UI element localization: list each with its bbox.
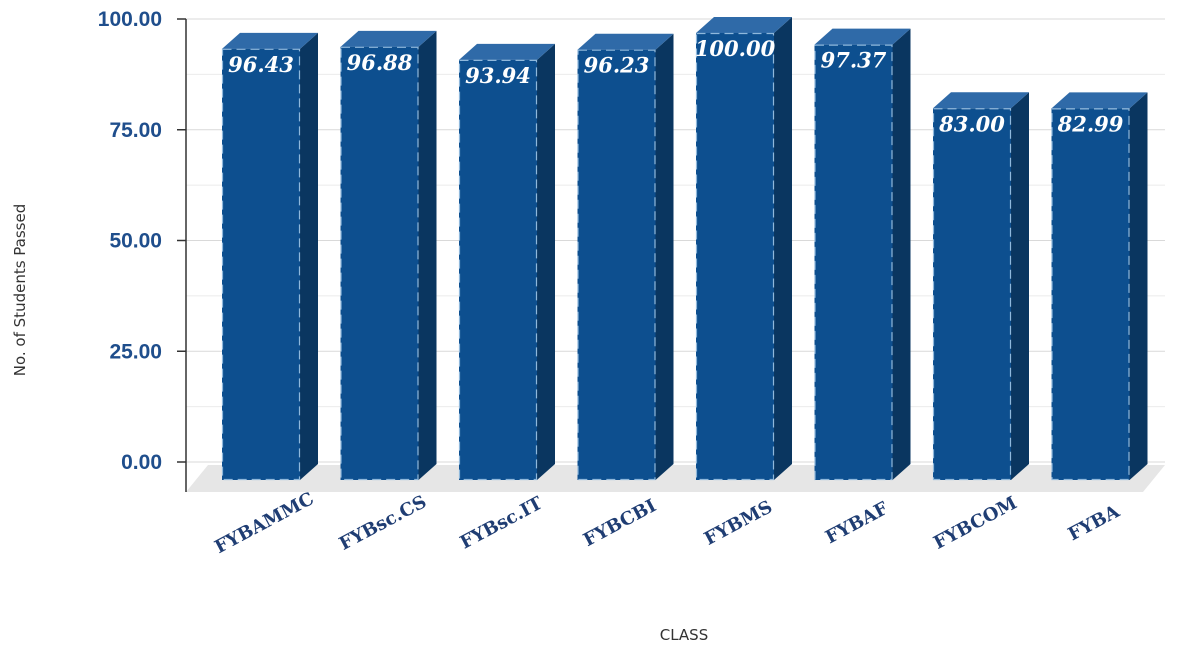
bar-front	[340, 46, 419, 481]
x-tick-label: FYBCBI	[580, 495, 660, 551]
data-label: 96.43	[228, 52, 294, 77]
bar-front	[814, 44, 893, 480]
bar-front	[577, 49, 656, 480]
data-label: 83.00	[938, 111, 1005, 136]
bar-outline	[695, 32, 775, 481]
bar: 93.94	[458, 43, 555, 481]
chart-floor	[186, 465, 1165, 492]
y-tick-label: 100.00	[98, 8, 162, 31]
bar: 82.99	[1051, 92, 1148, 481]
bar-front	[222, 48, 300, 481]
bar-side	[300, 32, 318, 481]
bar-top	[1051, 92, 1148, 109]
x-tick-label: FYBsc.IT	[457, 492, 547, 553]
bar-outline	[814, 44, 893, 481]
bar-outline	[221, 48, 301, 481]
bar: 96.88	[340, 30, 437, 481]
bar-side	[892, 28, 911, 480]
bar: 83.00	[932, 92, 1029, 481]
x-tick-label: FYBCOM	[930, 492, 1020, 553]
y-tick-label: 25.00	[109, 340, 162, 363]
bar-front	[1051, 108, 1130, 480]
bars: 96.43 96.88 93.94 96.23 100.00 97.37 83.00 82.9…	[221, 17, 1148, 481]
data-label: 96.23	[584, 53, 650, 78]
data-label: 100.00	[695, 36, 776, 61]
x-axis-title: CLASS	[660, 626, 708, 644]
x-tick-labels: FYBAMMC FYBsc.CS FYBsc.IT FYBCBI FYBMS FYBAF F…	[211, 488, 1124, 558]
bar-front	[933, 108, 1011, 480]
x-tick-label: FYBsc.CS	[336, 491, 430, 554]
data-label: 82.99	[1057, 111, 1124, 136]
bar-top	[933, 92, 1029, 109]
bar-side	[1011, 92, 1029, 480]
y-axis-title: No. of Students Passed	[11, 204, 29, 376]
data-label: 93.94	[465, 63, 531, 88]
data-label: 97.37	[821, 48, 887, 73]
bar: 97.37	[814, 28, 911, 481]
bar: 96.43	[221, 32, 318, 481]
bar-top	[340, 30, 437, 47]
y-tick-label: 50.00	[109, 230, 162, 253]
bar: 100.00	[695, 17, 792, 481]
bar-top	[459, 43, 555, 60]
y-tick-label: 75.00	[109, 119, 162, 142]
bar-side	[1129, 92, 1148, 480]
bar-front	[459, 59, 537, 481]
x-tick-label: FYBAMMC	[211, 488, 317, 558]
bar: 96.23	[577, 33, 674, 481]
bar-side	[537, 43, 555, 481]
bar-top	[222, 32, 318, 49]
bar-side	[774, 17, 792, 480]
y-tick-labels: 0.00 25.00 50.00 75.00 100.00	[98, 8, 186, 474]
x-tick-label: FYBMS	[701, 497, 776, 550]
bar-side	[418, 30, 437, 481]
y-tick-label: 0.00	[121, 451, 162, 474]
x-tick-label: FYBA	[1065, 501, 1124, 546]
data-label: 96.88	[347, 50, 413, 75]
bar-outline	[340, 46, 419, 481]
chart-floor-layer	[186, 465, 1165, 492]
bar-side	[655, 33, 674, 480]
x-tick-label: FYBAF	[822, 498, 892, 548]
bar-top	[696, 17, 792, 33]
bar-top	[577, 33, 674, 50]
bar-outline	[458, 59, 538, 481]
bar-front	[696, 33, 774, 480]
bar-top	[814, 28, 911, 45]
